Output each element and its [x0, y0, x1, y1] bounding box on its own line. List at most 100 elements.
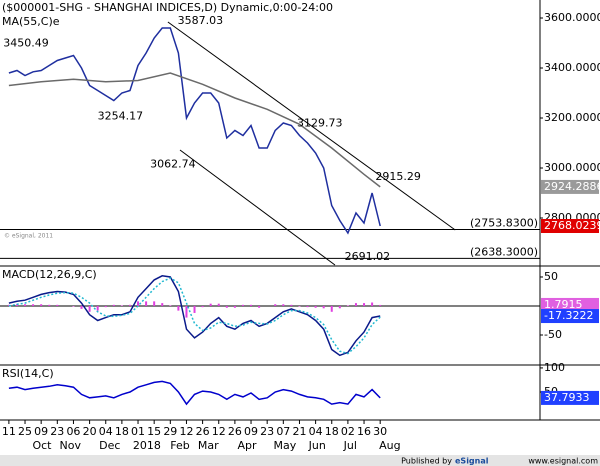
x-month-label: Jun: [308, 439, 326, 452]
y-tick-label: 3600.0000: [544, 11, 600, 24]
x-tick-label: 26: [196, 425, 210, 438]
series-line: [8, 275, 381, 357]
histogram-bar: [346, 305, 349, 306]
histogram-bar: [306, 305, 309, 308]
x-tick-label: 06: [66, 425, 80, 438]
histogram-bar: [363, 303, 366, 306]
annotation: 2691.02: [345, 250, 391, 263]
x-tick-label: 01: [131, 425, 145, 438]
footer-brand: eSignal: [455, 457, 489, 466]
histogram-bar: [354, 303, 357, 306]
watermark: © eSignal, 2011: [4, 233, 53, 240]
series-line: [8, 72, 381, 188]
x-tick-label: 09: [34, 425, 48, 438]
histogram-bar: [322, 305, 325, 309]
x-month-label: May: [274, 439, 297, 452]
histogram-bar: [40, 304, 43, 306]
x-tick-label: 12: [179, 425, 193, 438]
histogram-bar: [15, 304, 18, 306]
x-tick-label: 15: [147, 425, 161, 438]
last-value-box: [541, 179, 599, 194]
histogram-bar: [282, 304, 285, 306]
histogram-bar: [96, 305, 99, 311]
x-month-label: Dec: [99, 439, 120, 452]
x-tick-label: 23: [260, 425, 274, 438]
footer-bar: [0, 455, 600, 466]
horizontal-line-label: (2638.3000): [470, 245, 538, 258]
histogram-bar: [112, 304, 115, 306]
histogram-bar: [161, 303, 164, 306]
x-month-label: Feb: [170, 439, 189, 452]
histogram-bar: [24, 304, 27, 306]
pane-title: ($000001-SHG - SHANGHAI INDICES,D) Dynam…: [2, 1, 333, 14]
histogram-bar: [193, 305, 196, 313]
histogram-bar: [185, 305, 188, 318]
trendline: [167, 21, 456, 231]
footer-publisher: Published by: [401, 457, 452, 466]
histogram-bar: [169, 305, 172, 306]
x-month-label: Aug: [379, 439, 400, 452]
x-month-label: Jul: [343, 439, 357, 452]
histogram-bar: [338, 305, 341, 309]
histogram-bar: [225, 305, 228, 308]
pane: [0, 21, 540, 266]
histogram-bar: [379, 304, 382, 306]
x-tick-label: 18: [325, 425, 339, 438]
histogram-bar: [290, 304, 293, 306]
histogram-bar: [217, 303, 220, 306]
histogram-bar: [145, 301, 148, 306]
histogram-bar: [32, 304, 35, 306]
x-tick-label: 02: [341, 425, 355, 438]
x-tick-label: 26: [228, 425, 242, 438]
series-line: [8, 277, 381, 355]
histogram-bar: [250, 304, 253, 306]
histogram-bar: [233, 305, 236, 308]
last-value-box: [541, 309, 599, 324]
histogram-bar: [88, 305, 91, 312]
histogram-bar: [56, 304, 59, 306]
x-tick-label: 12: [212, 425, 226, 438]
last-value-box: [541, 390, 599, 405]
last-value-label: 1.7915: [544, 298, 583, 311]
histogram-bar: [104, 305, 107, 308]
histogram-bar: [137, 301, 140, 306]
x-tick-label: 21: [292, 425, 306, 438]
histogram-bar: [241, 304, 244, 306]
histogram-bar: [209, 303, 212, 306]
y-tick-label: 3000.0000: [544, 161, 600, 174]
footer-url: www.esignal.com: [528, 457, 598, 466]
histogram-bar: [201, 305, 204, 308]
y-tick-label: 3200.0000: [544, 111, 600, 124]
y-tick-label: 50: [544, 270, 558, 283]
series-line: [8, 27, 381, 235]
histogram-bar: [80, 305, 83, 309]
histogram-bar: [72, 305, 75, 307]
annotation: 3450.49: [3, 36, 49, 49]
histogram-bar: [314, 305, 317, 308]
histogram-bar: [274, 304, 277, 306]
annotation: 3062.74: [150, 157, 196, 170]
x-month-label: Nov: [59, 439, 81, 452]
annotation: 3587.03: [178, 14, 224, 27]
series-line: [8, 380, 381, 406]
x-tick-label: 23: [50, 425, 64, 438]
histogram-bar: [48, 304, 51, 306]
pane-title: RSI(14,C): [2, 367, 54, 380]
last-value-label: 2924.2886: [544, 180, 600, 193]
y-tick-label: 100: [544, 361, 565, 374]
last-value-box: [541, 218, 599, 233]
histogram-bar: [153, 301, 156, 306]
x-tick-label: 11: [2, 425, 16, 438]
trendline: [179, 149, 336, 266]
histogram-bar: [258, 305, 261, 308]
x-tick-label: 16: [357, 425, 371, 438]
annotation: 3254.17: [98, 109, 143, 122]
annotation: 3129.73: [297, 117, 343, 130]
x-month-label: Apr: [237, 439, 257, 452]
x-tick-label: 07: [276, 425, 290, 438]
last-value-label: -17.3222: [544, 309, 593, 322]
x-month-label: Oct: [32, 439, 52, 452]
annotation: 2915.29: [375, 170, 421, 183]
x-tick-label: 04: [99, 425, 113, 438]
